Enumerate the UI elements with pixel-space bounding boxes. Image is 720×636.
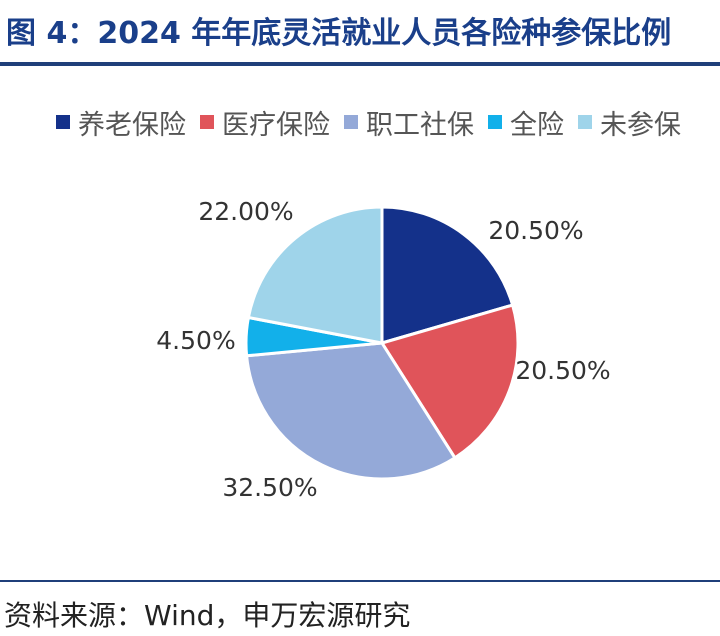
source-note: 资料来源：Wind，申万宏源研究 (4, 599, 411, 632)
slice-data-label: 20.50% (488, 216, 583, 245)
slice-data-label: 32.50% (222, 473, 317, 502)
pie-slice (246, 205, 384, 345)
pie-slice (245, 341, 457, 481)
legend-label: 养老保险 (78, 109, 186, 141)
slice-data-label: 22.00% (198, 197, 293, 226)
legend-item: 职工社保 (344, 103, 474, 142)
legend-swatch (488, 115, 502, 129)
legend-item: 养老保险 (56, 103, 186, 142)
chart-legend: 养老保险 医疗保险 职工社保 全险 未参保 (56, 103, 695, 142)
legend-item: 全险 (488, 103, 564, 142)
footer-divider (0, 580, 720, 582)
legend-label: 职工社保 (366, 109, 474, 141)
pie-slice (380, 205, 515, 345)
legend-swatch (200, 115, 214, 129)
slice-data-label: 4.50% (156, 326, 235, 355)
legend-swatch (344, 115, 358, 129)
pie-slice (380, 303, 520, 460)
legend-swatch (578, 115, 592, 129)
slice-data-label: 20.50% (515, 356, 610, 385)
legend-label: 未参保 (600, 109, 681, 141)
legend-label: 医疗保险 (222, 109, 330, 141)
legend-label: 全险 (510, 109, 564, 141)
figure-title: 图 4：2024 年年底灵活就业人员各险种参保比例 (6, 16, 672, 51)
legend-item: 未参保 (578, 103, 681, 142)
legend-swatch (56, 115, 70, 129)
legend-item: 医疗保险 (200, 103, 330, 142)
title-divider (0, 62, 720, 66)
